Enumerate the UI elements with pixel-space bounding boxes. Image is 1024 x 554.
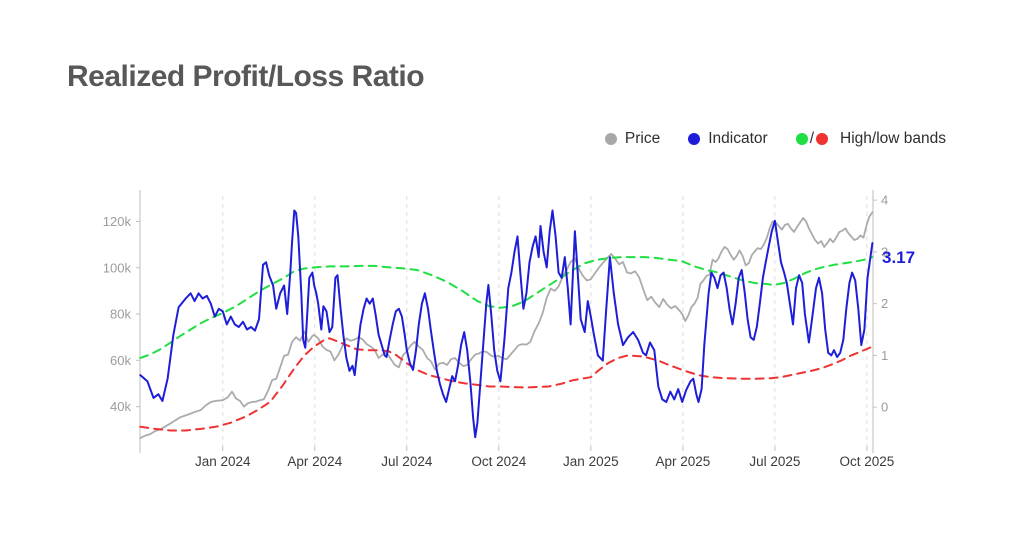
last-value-label: 3.17 [882,248,915,267]
legend-item-bands[interactable]: / High/low bands [795,130,946,148]
x-gridlines [222,196,868,451]
indicator-dot-icon [688,133,701,145]
x-tick-label: Oct 2025 [839,454,894,469]
right-tick-label: 3 [881,244,888,259]
left-tick-label: 40k [110,399,131,414]
bands-dots: / [795,130,829,148]
left-tick-label: 80k [110,307,131,322]
high-band-line [139,256,874,359]
page-title: Realized Profit/Loss Ratio [67,60,425,93]
x-tick-label: Jul 2024 [381,454,433,469]
axes: 40k 60k 80k 100k 120k 0 1 2 3 4 [103,190,888,453]
left-tick-label: 120k [103,214,132,229]
legend-bands-label: High/low bands [840,130,946,147]
x-tick-label: Jan 2024 [195,454,251,469]
legend-item-price[interactable]: Price [604,130,661,148]
left-tick-label: 100k [103,260,132,275]
right-tick-label: 1 [881,348,888,363]
x-tick-label: Jul 2025 [749,454,800,469]
low-band-line [139,337,874,432]
x-axis-labels: Jan 2024 Apr 2024 Jul 2024 Oct 2024 Jan 2025… [195,454,894,469]
right-tick-label: 4 [881,193,888,208]
high-band-dot-icon [795,133,808,145]
chart-canvas[interactable]: Jan 2024 Apr 2024 Jul 2024 Oct 2024 Jan 2025… [80,185,990,485]
low-band-dot-icon [816,133,829,145]
right-tick-label: 0 [881,400,888,415]
price-dot-icon [604,133,617,145]
x-tick-label: Jan 2025 [563,454,619,469]
x-tick-label: Oct 2024 [471,454,526,469]
legend-indicator-label: Indicator [708,130,768,147]
right-tick-label: 2 [881,296,888,311]
indicator-line [139,209,874,439]
chart-area: Jan 2024 Apr 2024 Jul 2024 Oct 2024 Jan 2025… [80,185,990,485]
legend-price-label: Price [624,130,661,147]
x-tick-label: Apr 2024 [287,454,342,469]
bands-separator: / [809,130,815,147]
chart-legend: Price Indicator / High/low bands [604,130,946,148]
x-tick-label: Apr 2025 [655,454,710,469]
legend-item-indicator[interactable]: Indicator [688,130,768,148]
left-tick-label: 60k [110,353,131,368]
